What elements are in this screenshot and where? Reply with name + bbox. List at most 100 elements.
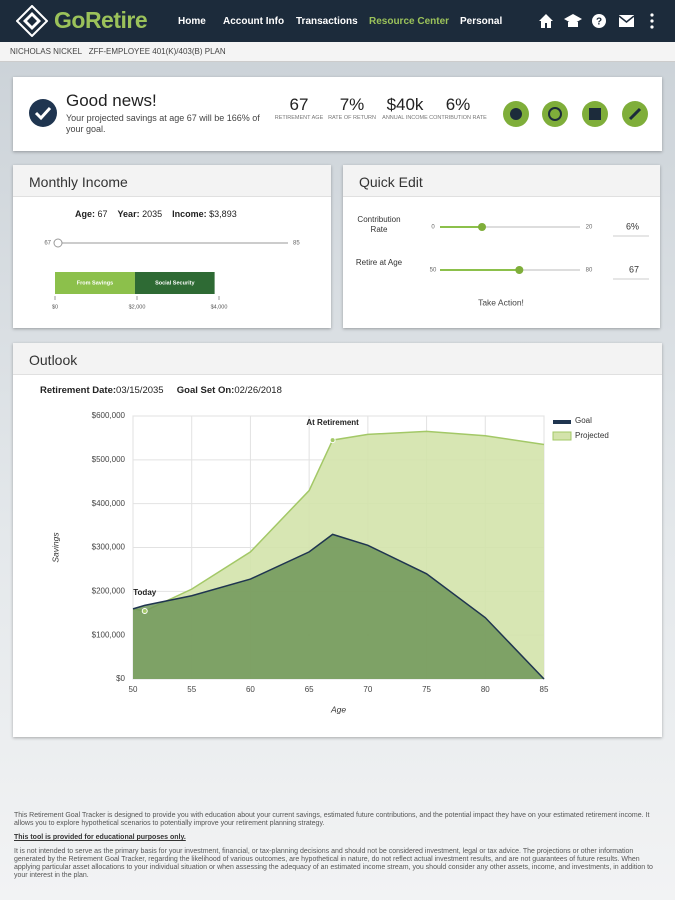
annotation: At Retirement <box>306 418 359 427</box>
home-icon[interactable] <box>539 14 553 28</box>
disclaimer-emphasis: This tool is provided for educational pu… <box>14 834 186 841</box>
slider-max: 85 <box>293 241 300 247</box>
school-icon[interactable] <box>564 14 582 27</box>
nav-personal[interactable]: Personal <box>460 16 503 27</box>
x-axis-title: Age <box>330 704 346 714</box>
disclaimer: This Retirement Goal Tracker is designed… <box>14 812 662 886</box>
stat: $40k ANNUAL INCOME <box>375 95 435 121</box>
participant-name: NICHOLAS NICKEL <box>10 47 83 56</box>
y-tick-label: $400,000 <box>92 499 126 508</box>
mail-icon[interactable] <box>618 15 635 27</box>
x-tick-label: 60 <box>246 685 255 694</box>
card-title: Quick Edit <box>343 165 660 197</box>
legend-swatch <box>552 431 572 441</box>
slider-knob[interactable] <box>478 223 486 231</box>
top-bar: GoRetire Home Account Info Transactions … <box>0 0 675 42</box>
y-tick-label: $100,000 <box>92 630 126 639</box>
bar-tick-label: $2,000 <box>129 304 146 310</box>
y-tick-label: $600,000 <box>92 411 126 420</box>
y-tick-label: $200,000 <box>92 586 126 595</box>
x-tick-label: 70 <box>363 685 372 694</box>
menu-icon[interactable] <box>650 13 654 29</box>
income-bar <box>134 272 215 294</box>
field-value: $3,893 <box>209 209 237 219</box>
outlook-chart: $0 $100,000 $200,000 $300,000 $400,000 $500,0… <box>50 411 609 714</box>
x-tick-label: 85 <box>540 685 549 694</box>
stat-value: $40k <box>386 95 424 114</box>
nav-resource[interactable]: Resource Center <box>369 16 450 27</box>
annotation-point <box>329 437 336 444</box>
nav-account[interactable]: Account Info <box>223 16 285 27</box>
legend-swatch <box>553 420 571 424</box>
date-value: 02/26/2018 <box>234 385 282 396</box>
y-tick-label: $0 <box>116 674 125 683</box>
help-icon[interactable]: ? <box>592 14 606 28</box>
stat-value: 67 <box>289 95 309 114</box>
slider-label-box: Contribution Rate <box>357 215 401 234</box>
save-button[interactable] <box>582 101 608 127</box>
x-tick-label: 65 <box>305 685 314 694</box>
y-tick-label: $300,000 <box>92 543 126 552</box>
summary-card: Good news! Your projected savings at age… <box>13 77 662 151</box>
field-label: Income: <box>172 209 207 219</box>
help-button[interactable] <box>503 101 529 127</box>
nav-home[interactable]: Home <box>178 16 206 27</box>
bar-tick-label: $4,000 <box>211 304 228 310</box>
field-value: 67 <box>97 209 108 219</box>
disclaimer-text: It is not intended to serve as the prima… <box>14 848 653 879</box>
date-value: 03/15/2035 <box>116 385 164 396</box>
slider-input[interactable]: 67 <box>629 264 639 274</box>
field-label: Year: <box>117 209 140 219</box>
stat: 6% CONTRIBUTION RATE <box>428 95 488 121</box>
take-action[interactable]: Take Action! <box>478 297 524 307</box>
slider-label-box: Retire at Age <box>355 258 403 267</box>
logo[interactable]: GoRetire <box>54 7 148 33</box>
y-axis-title: Savings <box>50 532 60 563</box>
slider-knob <box>53 238 63 248</box>
slider-max: 20 <box>586 225 593 231</box>
stat-label: RETIREMENT AGE <box>274 115 324 121</box>
card-title: Monthly Income <box>13 165 331 197</box>
annotation: Today <box>133 588 157 597</box>
stat-label: RATE OF RETURN <box>328 115 376 121</box>
quick-edit-widget: Contribution Rate 0 20 6% Retire at Age 50 80 6… <box>355 215 649 307</box>
stat-value: 6% <box>445 95 471 114</box>
logo-icon <box>16 5 48 37</box>
stat-value: 7% <box>339 95 365 114</box>
x-tick-label: 80 <box>481 685 490 694</box>
stat-label: ANNUAL INCOME <box>382 115 428 121</box>
nav-transactions[interactable]: Transactions <box>296 16 358 27</box>
field-value: 2035 <box>142 209 163 219</box>
income-bar-label: Social Security <box>155 280 195 286</box>
disclaimer-text: This Retirement Goal Tracker is designed… <box>14 812 650 827</box>
outlook-dates: Retirement Date:03/15/2035 Goal Set On:0… <box>40 385 282 396</box>
slider-label: Retire at Age <box>355 258 403 267</box>
check-icon <box>29 99 57 127</box>
slider-input[interactable]: 6% <box>626 221 639 231</box>
stat: 7% RATE OF RETURN <box>322 95 382 121</box>
bar-tick-label: $0 <box>52 304 58 310</box>
income-fields: Age: 67 Year: 2035 Income: $3,893 <box>75 209 237 219</box>
income-bar-label: From Savings <box>77 280 113 286</box>
slider-knob[interactable] <box>515 266 524 274</box>
y-tick-label: $500,000 <box>92 455 126 464</box>
x-tick-label: 55 <box>187 685 196 694</box>
field-label: Age: <box>75 209 95 219</box>
sub-header: NICHOLAS NICKEL ZFF-EMPLOYEE 401(K)/403(… <box>0 42 675 62</box>
income-widget: 67 85 $0 $2,000 $4,000 From Savings Social Sec… <box>44 238 300 310</box>
legend-label: Goal <box>575 416 592 425</box>
series-area <box>133 534 544 679</box>
slider-min: 0 <box>431 225 435 231</box>
outlook-card: Outlook Retirement Date:03/15/2035 Goal … <box>13 343 662 737</box>
summary-message: Your projected savings at age 67 will be… <box>66 113 260 134</box>
edit-button[interactable] <box>622 101 648 127</box>
plan-name: ZFF-EMPLOYEE 401(K)/403(B) PLAN <box>88 47 226 56</box>
slider-label: Contribution Rate <box>357 215 401 234</box>
card-title: Outlook <box>13 343 662 375</box>
slider-min: 67 <box>44 241 51 247</box>
annotation-point <box>141 608 148 615</box>
date-label: Retirement Date: <box>40 385 117 396</box>
history-button[interactable] <box>542 101 568 127</box>
x-tick-label: 50 <box>129 685 138 694</box>
action-buttons <box>503 101 648 127</box>
